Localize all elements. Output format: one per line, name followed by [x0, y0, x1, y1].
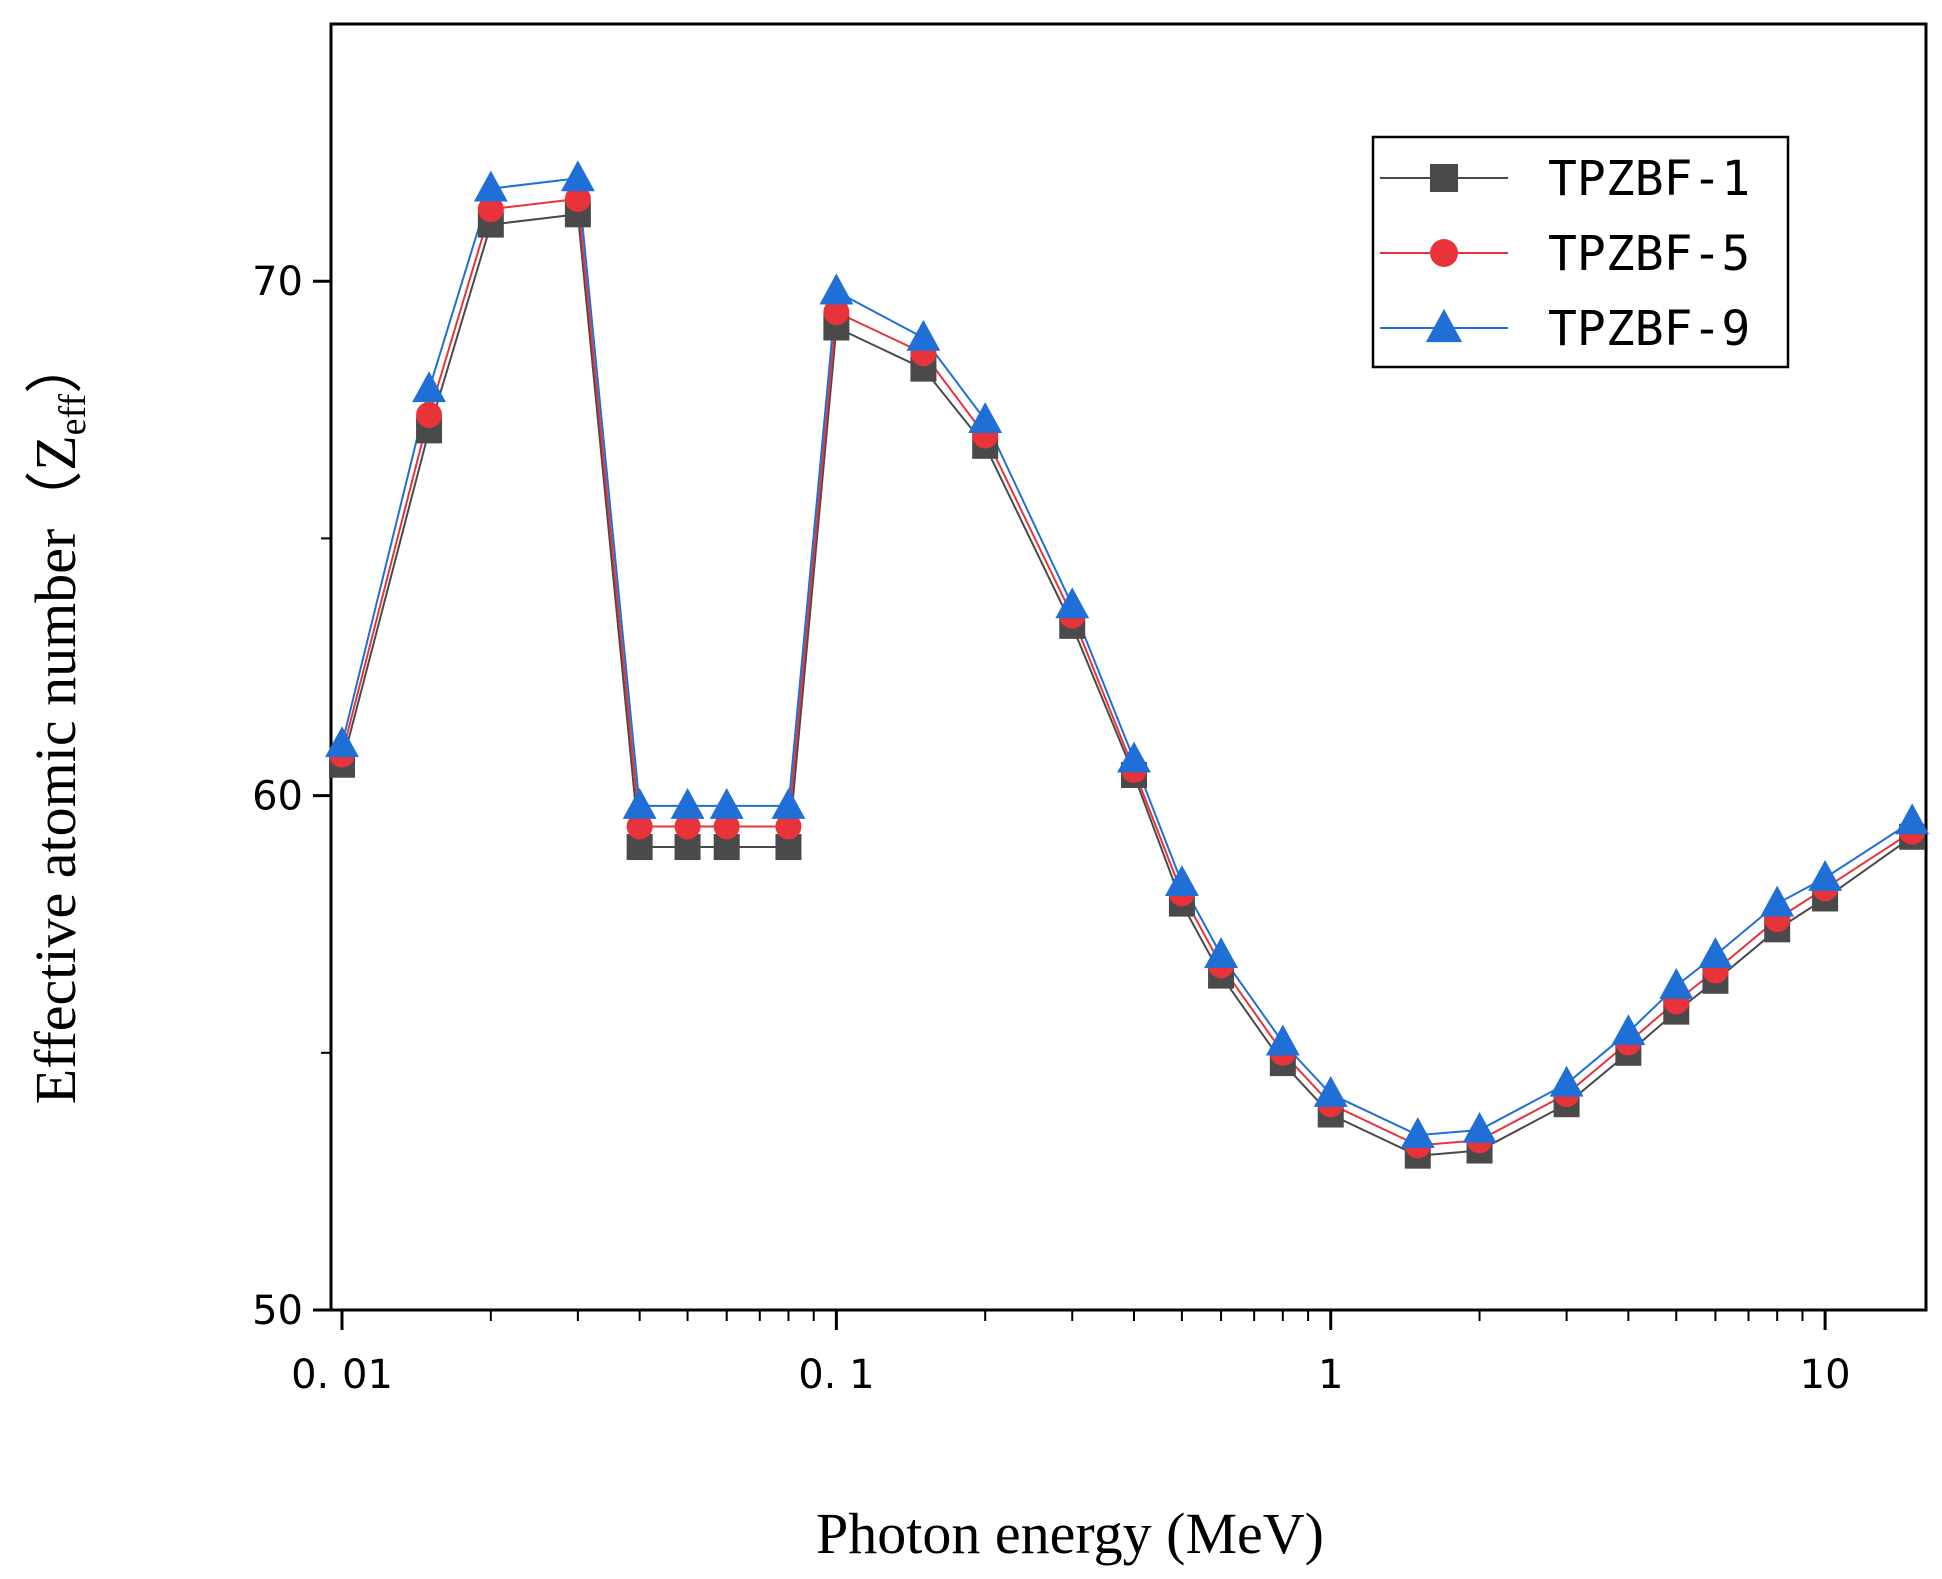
data-point — [412, 371, 447, 403]
data-point — [1313, 1076, 1348, 1107]
data-point — [1659, 967, 1694, 999]
x-tick-label: 0. 01 — [291, 1352, 393, 1398]
data-point — [1117, 741, 1151, 773]
legend-marker — [1430, 164, 1458, 192]
legend-item-tpzbf-9: TPZBF-9 — [1380, 301, 1750, 357]
data-point — [823, 299, 850, 326]
data-point — [709, 787, 744, 819]
data-point — [713, 813, 740, 840]
data-point — [775, 813, 802, 840]
data-point — [477, 196, 504, 223]
data-point — [670, 787, 705, 819]
data-point — [560, 160, 595, 192]
legend-marker — [1430, 239, 1458, 267]
data-point — [819, 273, 854, 305]
data-point — [1895, 803, 1930, 835]
legend-entries: TPZBF-1 TPZBF-5 TPZBF-9 — [1380, 151, 1750, 357]
data-point — [771, 787, 806, 819]
legend-item-tpzbf-1: TPZBF-1 — [1380, 151, 1750, 207]
data-point — [1462, 1112, 1497, 1143]
legend-label: TPZBF-1 — [1548, 151, 1750, 207]
data-point — [674, 813, 701, 840]
data-point — [1204, 937, 1239, 969]
legend-label: TPZBF-9 — [1548, 301, 1750, 357]
legend-item-tpzbf-5: TPZBF-5 — [1380, 226, 1750, 282]
y-axis-title-close: ） — [23, 336, 88, 394]
data-point — [1611, 1014, 1646, 1046]
data-point — [473, 170, 508, 202]
series-points-tpzbf-9 — [325, 160, 1930, 1149]
y-tick-label: 60 — [252, 774, 303, 820]
data-point — [1698, 937, 1733, 969]
data-point — [1400, 1117, 1435, 1149]
plot-frame — [329, 22, 1928, 1312]
y-tick-label: 50 — [252, 1288, 303, 1334]
data-point — [564, 185, 591, 212]
data-point — [1164, 865, 1199, 896]
series-markers — [325, 160, 1930, 1169]
y-axis-title-main: Effective atomic number（Z — [23, 435, 88, 1104]
data-point — [622, 787, 657, 819]
y-tick-label: 70 — [252, 259, 303, 305]
x-tick-label: 10 — [1800, 1352, 1851, 1398]
data-point — [626, 813, 653, 840]
data-point — [1760, 885, 1795, 917]
y-axis-title-subscript: eff — [52, 393, 94, 435]
data-point — [1808, 859, 1843, 891]
data-point — [1055, 587, 1090, 619]
data-point — [325, 726, 359, 758]
data-point — [906, 319, 941, 351]
data-point — [968, 402, 1003, 434]
legend-marker — [1425, 308, 1463, 343]
legend-label: TPZBF-5 — [1548, 226, 1750, 282]
x-tick-label: 1 — [1318, 1352, 1343, 1398]
data-point — [1265, 1024, 1300, 1056]
data-point — [1549, 1065, 1584, 1097]
data-point — [416, 401, 443, 428]
x-tick-label: 0. 1 — [798, 1352, 874, 1398]
axis-ticks: 0. 01 0. 1 1 10 50 60 70 — [252, 259, 1850, 1398]
y-axis-title: Effective atomic number（Zeff） — [23, 336, 94, 1104]
legend: TPZBF-1 TPZBF-5 TPZBF-9 — [1371, 135, 1790, 369]
x-axis-title: Photon energy (MeV) — [816, 1501, 1324, 1566]
